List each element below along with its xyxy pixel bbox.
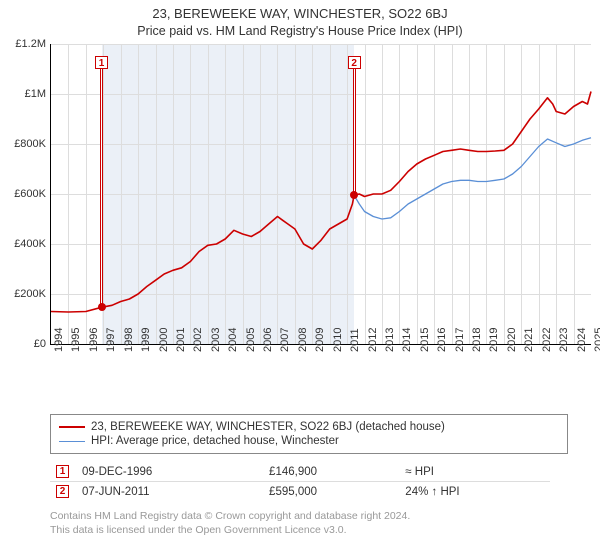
chart-container: 23, BEREWEEKE WAY, WINCHESTER, SO22 6BJ … [0, 0, 600, 545]
marker-badge: 2 [348, 56, 361, 69]
x-tick-label: 1994 [53, 328, 65, 352]
marker-stem [101, 69, 102, 307]
legend-label: 23, BEREWEEKE WAY, WINCHESTER, SO22 6BJ … [91, 421, 445, 433]
marker-dot [98, 303, 106, 311]
tx-delta: ≈ HPI [399, 462, 550, 482]
x-tick-label: 2021 [523, 328, 535, 352]
series-price_paid [51, 92, 591, 313]
x-tick-label: 1996 [88, 328, 100, 352]
x-tick-label: 2004 [227, 328, 239, 352]
y-tick-label: £1.2M [6, 38, 46, 50]
marker-badge: 1 [56, 465, 69, 478]
x-tick-label: 1995 [70, 328, 82, 352]
x-tick-label: 2012 [367, 328, 379, 352]
tx-delta: 24% ↑ HPI [399, 482, 550, 502]
x-tick-label: 2023 [558, 328, 570, 352]
x-tick-label: 2019 [488, 328, 500, 352]
x-tick-label: 2009 [314, 328, 326, 352]
table-row: 1 09-DEC-1996 £146,900 ≈ HPI [50, 462, 550, 482]
x-tick-label: 2008 [297, 328, 309, 352]
x-tick-label: 2005 [245, 328, 257, 352]
x-tick-label: 2007 [279, 328, 291, 352]
x-tick-label: 2003 [210, 328, 222, 352]
footer: Contains HM Land Registry data © Crown c… [50, 509, 550, 545]
x-tick-label: 2013 [384, 328, 396, 352]
y-tick-label: £1M [6, 88, 46, 100]
chart-subtitle: Price paid vs. HM Land Registry's House … [0, 24, 600, 38]
x-tick-label: 2020 [506, 328, 518, 352]
legend-swatch [59, 426, 85, 428]
tx-date: 07-JUN-2011 [76, 482, 263, 502]
y-tick-label: £600K [6, 188, 46, 200]
titles: 23, BEREWEEKE WAY, WINCHESTER, SO22 6BJ … [0, 0, 600, 38]
legend-row: 23, BEREWEEKE WAY, WINCHESTER, SO22 6BJ … [59, 420, 559, 434]
x-tick-label: 2001 [175, 328, 187, 352]
x-tick-label: 2015 [419, 328, 431, 352]
footer-line: Contains HM Land Registry data © Crown c… [50, 509, 550, 523]
x-tick-label: 2011 [349, 328, 361, 352]
plot-region: 12 [50, 44, 591, 345]
x-tick-label: 2000 [158, 328, 170, 352]
footer-line: This data is licensed under the Open Gov… [50, 523, 550, 537]
x-tick-label: 2018 [471, 328, 483, 352]
transactions-table: 1 09-DEC-1996 £146,900 ≈ HPI 2 07-JUN-20… [50, 462, 550, 501]
y-tick-label: £800K [6, 138, 46, 150]
y-tick-label: £400K [6, 238, 46, 250]
legend: 23, BEREWEEKE WAY, WINCHESTER, SO22 6BJ … [50, 414, 568, 454]
x-tick-label: 2002 [192, 328, 204, 352]
tx-price: £595,000 [263, 482, 399, 502]
y-tick-label: £200K [6, 288, 46, 300]
marker-dot [350, 191, 358, 199]
table-row: 2 07-JUN-2011 £595,000 24% ↑ HPI [50, 482, 550, 502]
chart-area: 12 £0£200K£400K£600K£800K£1M£1.2M1994199… [40, 44, 600, 374]
y-tick-label: £0 [6, 338, 46, 350]
tx-date: 09-DEC-1996 [76, 462, 263, 482]
x-tick-label: 2014 [401, 328, 413, 352]
marker-badge: 2 [56, 485, 69, 498]
x-tick-label: 2006 [262, 328, 274, 352]
x-tick-label: 2025 [593, 328, 600, 352]
line-layer [51, 44, 591, 344]
x-tick-label: 2017 [454, 328, 466, 352]
tx-price: £146,900 [263, 462, 399, 482]
x-tick-label: 1998 [123, 328, 135, 352]
x-tick-label: 1999 [140, 328, 152, 352]
chart-title: 23, BEREWEEKE WAY, WINCHESTER, SO22 6BJ [0, 6, 600, 21]
x-tick-label: 2024 [576, 328, 588, 352]
marker-badge: 1 [95, 56, 108, 69]
marker-stem [354, 69, 355, 195]
x-tick-label: 2016 [436, 328, 448, 352]
legend-swatch [59, 441, 85, 442]
legend-row: HPI: Average price, detached house, Winc… [59, 434, 559, 448]
x-tick-label: 2010 [332, 328, 344, 352]
legend-label: HPI: Average price, detached house, Winc… [91, 435, 339, 447]
x-tick-label: 1997 [105, 328, 117, 352]
x-tick-label: 2022 [541, 328, 553, 352]
